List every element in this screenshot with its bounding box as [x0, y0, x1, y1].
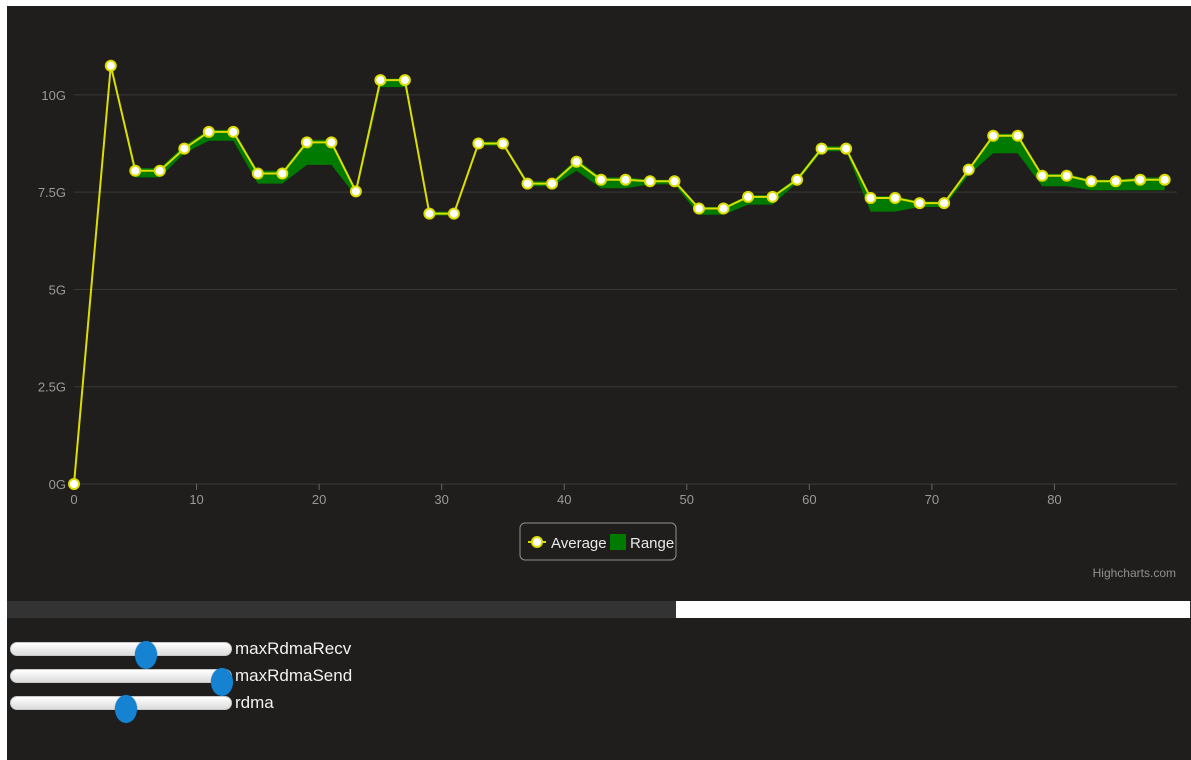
average-point — [988, 131, 998, 141]
average-point — [572, 157, 582, 167]
average-point — [498, 139, 508, 149]
x-tick-label: 20 — [312, 492, 326, 507]
average-point — [253, 169, 263, 179]
rdma-thumb[interactable] — [115, 695, 137, 723]
x-tick-label: 50 — [680, 492, 694, 507]
legend-item-range[interactable]: Range — [610, 534, 674, 552]
average-point — [1111, 176, 1121, 186]
range-series — [74, 64, 1165, 484]
average-point — [841, 144, 851, 154]
average-point — [596, 175, 606, 185]
range-area — [74, 64, 1165, 484]
average-point — [670, 176, 680, 186]
average-point — [768, 192, 778, 202]
max-rdma-send-track[interactable] — [10, 669, 232, 683]
average-point — [547, 179, 557, 189]
average-point — [1160, 175, 1170, 185]
slider-rdma: rdma — [7, 690, 407, 717]
average-point — [694, 204, 704, 214]
average-point — [277, 169, 287, 179]
max-rdma-send-label: maxRdmaSend — [235, 666, 352, 686]
y-tick-label: 0G — [49, 477, 66, 492]
average-point — [964, 165, 974, 175]
average-point — [915, 198, 925, 208]
y-tick-label: 5G — [49, 282, 66, 297]
average-point — [400, 75, 410, 85]
y-tick-label: 10G — [41, 88, 66, 103]
rdma-track[interactable] — [10, 696, 232, 710]
average-point — [890, 193, 900, 203]
x-tick-label: 80 — [1047, 492, 1061, 507]
legend-range-swatch-icon — [610, 534, 626, 550]
average-point — [449, 209, 459, 219]
rdma-label: rdma — [235, 693, 274, 713]
average-point — [817, 144, 827, 154]
average-point — [106, 61, 116, 71]
average-point — [473, 139, 483, 149]
average-point — [204, 127, 214, 137]
credits-link[interactable]: Highcharts.com — [1093, 566, 1176, 580]
legend-average-marker-icon — [532, 537, 542, 547]
average-point — [1086, 176, 1096, 186]
x-tick-label: 30 — [434, 492, 448, 507]
average-point — [302, 137, 312, 147]
average-markers — [69, 61, 1170, 489]
x-tick-label: 0 — [70, 492, 77, 507]
average-point — [621, 175, 631, 185]
navigator-scrollbar[interactable] — [7, 601, 1191, 618]
average-point — [743, 192, 753, 202]
average-point — [351, 186, 361, 196]
average-point — [130, 166, 140, 176]
legend[interactable]: Average Range — [520, 523, 676, 560]
average-point — [69, 479, 79, 489]
x-tick-label: 10 — [189, 492, 203, 507]
y-tick-label: 7.5G — [38, 185, 66, 200]
slider-max-rdma-send: maxRdmaSend — [7, 663, 407, 690]
x-tick-label: 60 — [802, 492, 816, 507]
average-point — [1135, 175, 1145, 185]
average-point — [1062, 171, 1072, 181]
page: 0G 2.5G 5G 7.5G 10G 0 10 20 30 40 50 60 70 80 Averag… — [7, 6, 1191, 760]
x-tick-label: 40 — [557, 492, 571, 507]
average-point — [326, 137, 336, 147]
grid-lines — [74, 95, 1177, 490]
legend-item-average[interactable]: Average — [528, 535, 607, 552]
x-axis-labels: 0 10 20 30 40 50 60 70 80 — [70, 492, 1061, 507]
average-point — [1013, 131, 1023, 141]
average-point — [523, 179, 533, 189]
average-point — [645, 176, 655, 186]
y-axis-labels: 0G 2.5G 5G 7.5G 10G — [38, 88, 66, 492]
average-point — [939, 198, 949, 208]
max-rdma-recv-label: maxRdmaRecv — [235, 639, 351, 659]
slider-max-rdma-recv: maxRdmaRecv — [7, 636, 407, 663]
average-point — [424, 209, 434, 219]
average-point — [375, 75, 385, 85]
chart-container: 0G 2.5G 5G 7.5G 10G 0 10 20 30 40 50 60 70 80 Averag… — [7, 6, 1191, 601]
y-tick-label: 2.5G — [38, 380, 66, 395]
average-point — [228, 127, 238, 137]
average-point — [866, 193, 876, 203]
average-point — [719, 204, 729, 214]
legend-average-label: Average — [551, 535, 607, 552]
scrollbar-thumb[interactable] — [676, 601, 1190, 618]
max-rdma-recv-track[interactable] — [10, 642, 232, 656]
legend-range-label: Range — [630, 535, 674, 552]
average-point — [792, 175, 802, 185]
x-tick-label: 70 — [925, 492, 939, 507]
average-point — [1037, 171, 1047, 181]
throughput-chart: 0G 2.5G 5G 7.5G 10G 0 10 20 30 40 50 60 70 80 Averag… — [7, 6, 1191, 601]
slider-panel: maxRdmaRecv maxRdmaSend rdma — [7, 636, 407, 717]
average-point — [179, 144, 189, 154]
average-point — [155, 166, 165, 176]
